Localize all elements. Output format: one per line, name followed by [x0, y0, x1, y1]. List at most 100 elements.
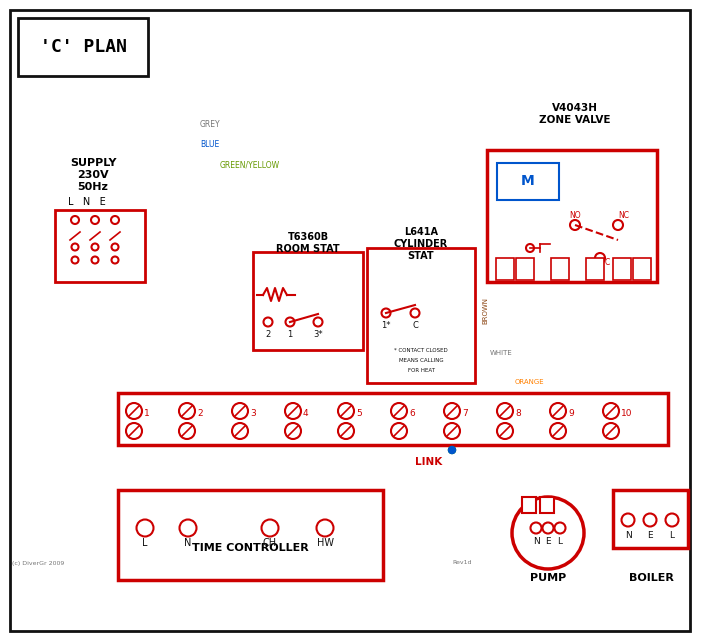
Circle shape — [111, 216, 119, 224]
Circle shape — [644, 513, 656, 526]
Circle shape — [72, 256, 79, 263]
Text: SUPPLY: SUPPLY — [69, 158, 117, 168]
Circle shape — [391, 423, 407, 439]
Text: GREEN/YELLOW: GREEN/YELLOW — [220, 160, 280, 169]
Circle shape — [179, 423, 195, 439]
Text: (c) DiverGr 2009: (c) DiverGr 2009 — [12, 560, 64, 565]
Circle shape — [112, 244, 119, 251]
Circle shape — [338, 423, 354, 439]
Text: N: N — [185, 538, 192, 548]
Text: L: L — [143, 538, 147, 548]
Bar — [497, 163, 559, 200]
Text: 7: 7 — [462, 408, 468, 417]
Text: BROWN: BROWN — [482, 297, 488, 324]
Circle shape — [71, 216, 79, 224]
Text: HW: HW — [317, 538, 333, 548]
Text: 3: 3 — [250, 408, 256, 417]
Text: 10: 10 — [621, 408, 633, 417]
Text: 1*: 1* — [381, 320, 391, 329]
Text: Rev1d: Rev1d — [452, 560, 472, 565]
Text: STAT: STAT — [408, 251, 435, 261]
Circle shape — [112, 256, 119, 263]
Text: CH: CH — [263, 538, 277, 548]
Text: BOILER: BOILER — [628, 573, 673, 583]
Text: 3*: 3* — [313, 329, 323, 338]
Circle shape — [262, 519, 279, 537]
Text: MEANS CALLING: MEANS CALLING — [399, 358, 443, 363]
Text: TIME CONTROLLER: TIME CONTROLLER — [192, 543, 308, 553]
Text: 230V: 230V — [77, 170, 109, 180]
Bar — [253, 252, 363, 350]
Circle shape — [91, 216, 99, 224]
Bar — [496, 258, 514, 280]
Bar — [613, 258, 631, 280]
Text: 8: 8 — [515, 408, 521, 417]
Bar — [118, 490, 383, 580]
Circle shape — [621, 513, 635, 526]
Bar — [367, 248, 475, 383]
Circle shape — [550, 423, 566, 439]
Text: L641A: L641A — [404, 227, 438, 237]
Circle shape — [444, 403, 460, 419]
Text: NO: NO — [569, 210, 581, 219]
Circle shape — [449, 447, 456, 453]
Text: PUMP: PUMP — [530, 573, 566, 583]
Circle shape — [285, 423, 301, 439]
Text: 50Hz: 50Hz — [77, 182, 108, 192]
Bar — [613, 490, 688, 548]
Text: L: L — [670, 531, 675, 540]
Text: L   N   E: L N E — [68, 197, 106, 207]
Circle shape — [126, 403, 142, 419]
Circle shape — [338, 403, 354, 419]
Circle shape — [444, 423, 460, 439]
Circle shape — [285, 403, 301, 419]
Text: ROOM STAT: ROOM STAT — [276, 244, 340, 254]
Circle shape — [531, 522, 541, 533]
Text: LINK: LINK — [416, 457, 443, 467]
Text: NC: NC — [618, 210, 630, 219]
Text: ORANGE: ORANGE — [515, 379, 545, 385]
Circle shape — [449, 447, 456, 453]
Circle shape — [595, 253, 605, 263]
Circle shape — [526, 244, 534, 252]
Circle shape — [263, 317, 272, 326]
Text: C: C — [604, 258, 609, 267]
Text: E: E — [647, 531, 653, 540]
Circle shape — [286, 317, 295, 326]
Text: 6: 6 — [409, 408, 415, 417]
Circle shape — [543, 522, 553, 533]
Circle shape — [180, 519, 197, 537]
Circle shape — [603, 403, 619, 419]
Text: M: M — [521, 174, 535, 188]
Text: 1: 1 — [287, 329, 293, 338]
Bar — [551, 258, 569, 280]
Bar — [118, 393, 668, 445]
Text: 'C' PLAN: 'C' PLAN — [39, 38, 126, 56]
Circle shape — [179, 403, 195, 419]
Text: V4043H: V4043H — [552, 103, 598, 113]
Text: GREY: GREY — [200, 119, 220, 128]
Circle shape — [126, 423, 142, 439]
Text: L: L — [557, 537, 562, 545]
Text: E: E — [545, 537, 551, 545]
Circle shape — [497, 423, 513, 439]
Text: WHITE: WHITE — [490, 350, 512, 356]
Bar — [18, 18, 148, 76]
Text: 2: 2 — [197, 408, 203, 417]
Text: CYLINDER: CYLINDER — [394, 239, 448, 249]
Text: T6360B: T6360B — [287, 232, 329, 242]
Text: N: N — [533, 537, 539, 545]
Circle shape — [613, 220, 623, 230]
Circle shape — [314, 317, 322, 326]
Circle shape — [411, 308, 420, 317]
Text: 2: 2 — [265, 329, 271, 338]
Circle shape — [603, 423, 619, 439]
Text: N: N — [625, 531, 631, 540]
Circle shape — [317, 519, 333, 537]
Circle shape — [555, 522, 566, 533]
Circle shape — [72, 244, 79, 251]
Circle shape — [91, 256, 98, 263]
Circle shape — [381, 308, 390, 317]
Circle shape — [91, 244, 98, 251]
Circle shape — [665, 513, 679, 526]
